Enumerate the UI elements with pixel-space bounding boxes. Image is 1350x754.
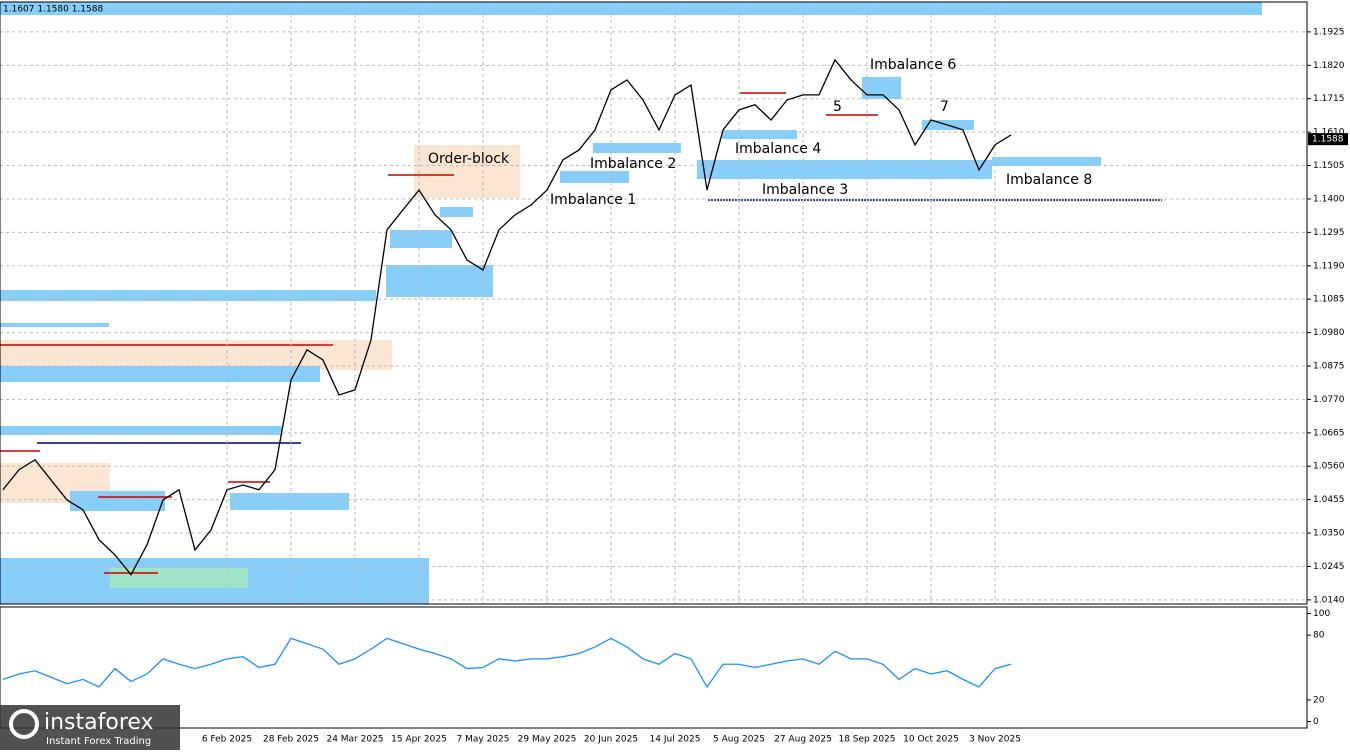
y-tick-label: 1.1400 [1313, 194, 1345, 204]
y-tick-label: 1.0455 [1313, 495, 1345, 505]
y-tick-label: 1.1820 [1313, 61, 1345, 71]
y-tick-label: 1.0980 [1313, 328, 1345, 338]
grid [0, 2, 1307, 604]
plot-frame [0, 1, 1308, 605]
x-tick-label: 28 Feb 2025 [263, 735, 319, 745]
zone [230, 493, 349, 510]
y-tick-label: 1.0560 [1313, 462, 1345, 472]
y-tick-label: 1.0350 [1313, 529, 1345, 539]
y-tick-label: 1.1085 [1313, 295, 1345, 305]
annotation: 7 [940, 99, 949, 115]
zone [440, 207, 473, 217]
zone [0, 426, 282, 435]
y-tick-label: 1.0245 [1313, 562, 1345, 572]
x-tick-label: 15 Apr 2025 [391, 735, 447, 745]
zone [390, 230, 452, 248]
order-block-zone [414, 145, 520, 198]
annotation: Order-block [428, 151, 510, 167]
y-tick-label: 20 [1313, 695, 1325, 705]
annotation: Imbalance 3 [762, 182, 848, 198]
zone [862, 77, 901, 99]
y-tick-label: 100 [1313, 609, 1330, 619]
zones [0, 2, 1262, 604]
x-tick-label: 10 Oct 2025 [903, 735, 959, 745]
y-tick-label: 1.0770 [1313, 395, 1345, 405]
zone [697, 160, 992, 179]
y-tick-label: 1.0875 [1313, 362, 1345, 372]
zone [70, 491, 165, 511]
zone [992, 157, 1101, 166]
y-tick-label: 1.0665 [1313, 428, 1345, 438]
price-line [2, 58, 1012, 576]
price-line [2, 637, 1012, 689]
y-tick-label: 1.0140 [1313, 595, 1345, 605]
y-tick-label: 1.1505 [1313, 161, 1345, 171]
zone [0, 2, 1262, 15]
annotation: Imbalance 8 [1006, 172, 1092, 188]
zone [0, 366, 320, 382]
x-tick-label: 29 May 2025 [518, 735, 577, 745]
zone [386, 265, 493, 297]
x-tick-label: 24 Mar 2025 [326, 735, 383, 745]
x-tick-label: 3 Nov 2025 [969, 735, 1021, 745]
zone [0, 290, 376, 301]
x-tick-label: 14 Jul 2025 [650, 735, 701, 745]
y-tick-label: 0 [1313, 717, 1319, 727]
y-tick-label: 1.1925 [1313, 27, 1345, 37]
logo-brand: instaforex [44, 710, 154, 735]
zone [722, 130, 797, 139]
x-tick-label: 18 Sep 2025 [838, 735, 895, 745]
annotation: 5 [833, 99, 842, 115]
y-tick-label: 1.1715 [1313, 94, 1345, 104]
indicator-frame [0, 606, 1308, 729]
price-tag [1308, 133, 1348, 146]
x-tick-label: 6 Feb 2025 [202, 735, 252, 745]
y-tick-label: 1.1295 [1313, 228, 1345, 238]
x-tick-label: 5 Aug 2025 [713, 735, 765, 745]
y-tick-label: 80 [1313, 631, 1325, 641]
levels [0, 92, 1162, 574]
annotation: Imbalance 1 [550, 192, 636, 208]
annotation: Imbalance 4 [735, 141, 821, 157]
annotation: Imbalance 2 [590, 156, 676, 172]
zone [0, 323, 109, 327]
x-tick-label: 7 May 2025 [457, 735, 510, 745]
x-tick-label: 20 Jun 2025 [584, 735, 638, 745]
logo-icon [9, 709, 39, 739]
logo: instaforex Instant Forex Trading [0, 705, 180, 750]
zone [593, 143, 681, 153]
annotation: Imbalance 6 [870, 57, 956, 73]
y-tick-label: 1.1610 [1313, 128, 1345, 138]
header: 1.1607 1.1580 1.1588 [3, 5, 103, 15]
price-tag-label: 1.1588 [1312, 135, 1344, 145]
x-tick-label: 27 Aug 2025 [774, 735, 832, 745]
logo-tagline: Instant Forex Trading [46, 736, 151, 747]
y-tick-label: 1.1190 [1313, 261, 1345, 271]
zone [560, 171, 629, 183]
